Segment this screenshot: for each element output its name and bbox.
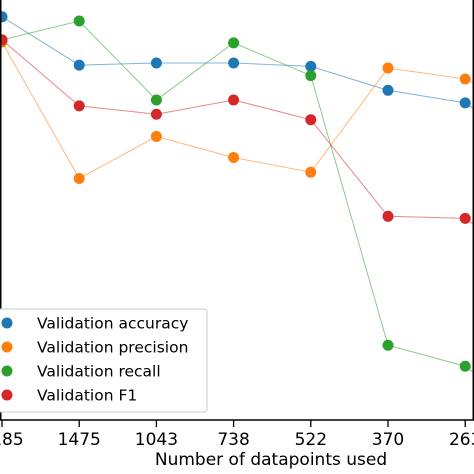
- x-axis-label: Number of datapoints used: [155, 450, 387, 470]
- data-point-validation-accuracy-0: [0, 11, 8, 23]
- data-point-validation-accuracy-1: [73, 59, 85, 71]
- legend-label-validation-precision: Validation precision: [37, 339, 188, 357]
- legend: Validation accuracy Validation precision V…: [0, 308, 208, 413]
- data-point-validation-accuracy-6: [459, 97, 471, 109]
- x-tick-label-1: 1475: [58, 430, 101, 450]
- data-point-validation-accuracy-5: [382, 84, 394, 96]
- legend-label-validation-recall: Validation recall: [37, 363, 161, 381]
- data-point-validation-precision-6: [459, 73, 471, 85]
- data-point-validation-f1-2: [150, 108, 162, 120]
- legend-marker-validation-precision: [1, 341, 13, 353]
- legend-frame: [0, 308, 208, 413]
- data-point-validation-f1-4: [305, 114, 317, 126]
- data-point-validation-recall-3: [228, 37, 240, 49]
- legend-label-validation-accuracy: Validation accuracy: [37, 315, 188, 333]
- data-point-validation-precision-1: [73, 173, 85, 184]
- x-tick-label-2: 1043: [135, 430, 178, 450]
- data-point-validation-recall-4: [305, 70, 317, 82]
- legend-marker-validation-f1: [1, 389, 13, 401]
- data-point-validation-accuracy-2: [150, 57, 162, 69]
- data-point-validation-f1-0: [0, 34, 8, 46]
- data-point-validation-accuracy-4: [305, 60, 317, 72]
- legend-marker-validation-accuracy: [1, 317, 13, 329]
- x-ticks: 2185 1475 1043 738 522 370 263: [0, 420, 474, 450]
- x-tick-label-6: 263: [449, 430, 474, 450]
- legend-marker-validation-recall: [1, 365, 13, 377]
- data-point-validation-recall-5: [382, 339, 394, 351]
- data-point-validation-f1-1: [73, 100, 85, 112]
- series-line-validation-accuracy: [1, 16, 474, 110]
- data-point-validation-precision-3: [228, 152, 240, 163]
- data-point-validation-f1-6: [459, 212, 471, 224]
- data-point-validation-recall-2: [150, 94, 162, 106]
- x-tick-label-4: 522: [295, 430, 327, 450]
- data-point-validation-f1-3: [228, 94, 240, 106]
- data-point-validation-precision-5: [382, 62, 394, 74]
- data-point-validation-recall-6: [459, 360, 471, 372]
- data-point-validation-accuracy-3: [228, 57, 240, 69]
- series-line-validation-precision: [1, 41, 474, 180]
- data-point-validation-precision-4: [305, 166, 317, 178]
- series-lines: [1, 16, 474, 374]
- series-line-validation-recall: [1, 20, 474, 374]
- data-point-validation-precision-2: [150, 131, 162, 142]
- x-tick-label-3: 738: [217, 430, 249, 450]
- x-tick-label-0: 2185: [0, 430, 24, 450]
- data-point-validation-f1-5: [382, 210, 394, 222]
- data-point-validation-recall-1: [73, 15, 85, 27]
- x-tick-label-5: 370: [372, 430, 404, 450]
- series-points: [0, 11, 471, 372]
- legend-label-validation-f1: Validation F1: [37, 387, 137, 405]
- series-line-validation-f1: [1, 39, 474, 226]
